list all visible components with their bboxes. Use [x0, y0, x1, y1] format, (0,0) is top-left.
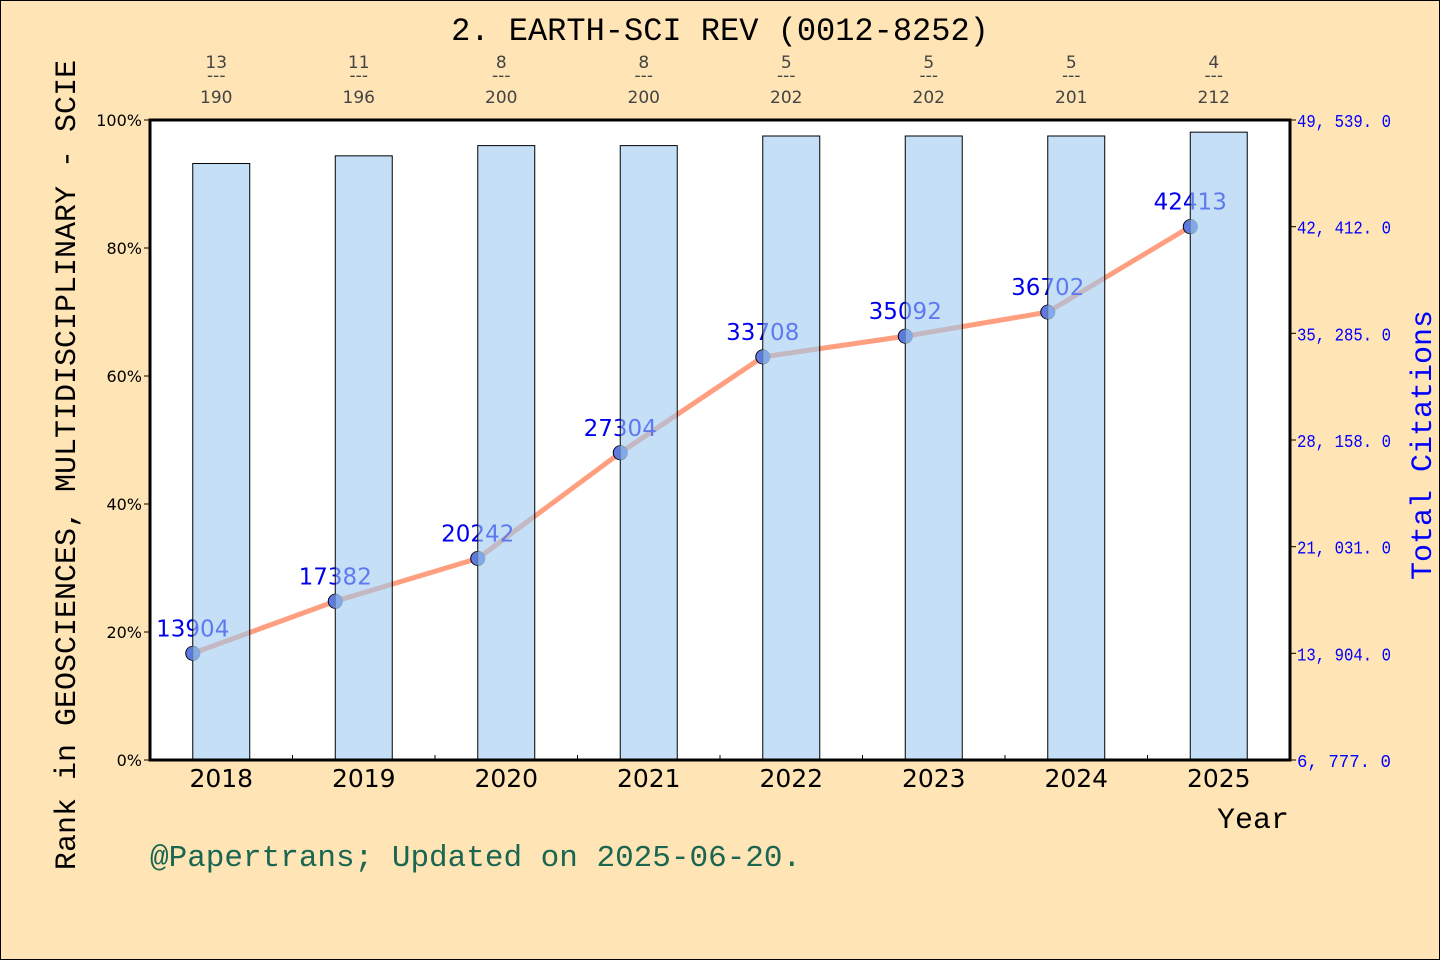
citation-point-overlay: [613, 445, 628, 460]
rank-label: 5: [781, 53, 792, 73]
rank-separator: ---: [920, 66, 938, 86]
citation-point-overlay: [328, 594, 343, 609]
rank-label: 8: [496, 53, 507, 73]
right-tick-label: 21, 031. 0: [1297, 540, 1391, 560]
chart-title: 2. EARTH-SCI REV (0012-8252): [451, 13, 989, 50]
rank-total-label: 190: [200, 88, 232, 108]
footer-note: @Papertrans; Updated on 2025-06-20.: [150, 841, 801, 876]
rank-separator: ---: [635, 66, 653, 86]
right-tick-label: 28, 158. 0: [1297, 433, 1391, 453]
rank-separator: ---: [350, 66, 368, 86]
x-tick-label: 2020: [474, 764, 538, 793]
x-tick-label: 2018: [189, 764, 253, 793]
rank-total-label: 200: [628, 88, 660, 108]
rank-separator: ---: [492, 66, 510, 86]
rank-bar-2018: [192, 163, 251, 761]
rank-label: 4: [1208, 53, 1219, 73]
rank-label: 11: [348, 53, 370, 73]
rank-separator: ---: [207, 66, 225, 86]
rank-separator: ---: [1205, 66, 1223, 86]
rank-bar-2025: [1189, 131, 1248, 761]
x-tick-label: 2022: [759, 764, 823, 793]
right-tick-label: 49, 539. 0: [1297, 113, 1391, 133]
left-y-axis-label: Rank in GEOSCIENCES, MULTIDISCIPLINARY -…: [51, 60, 85, 870]
x-tick-label: 2023: [902, 764, 966, 793]
right-tick-label: 13, 904. 0: [1297, 646, 1391, 666]
rank-label: 8: [638, 53, 649, 73]
rank-total-label: 196: [343, 88, 375, 108]
left-tick-label: 20%: [106, 623, 142, 642]
right-tick-label: 35, 285. 0: [1297, 326, 1391, 346]
left-tick-label: 60%: [106, 367, 142, 386]
citation-point-overlay: [1041, 305, 1056, 320]
plot-area: [150, 120, 1290, 760]
rank-bar-2019: [334, 155, 393, 761]
rank-total-label: 202: [913, 88, 945, 108]
left-tick-label: 100%: [96, 111, 142, 130]
rank-separator: ---: [777, 66, 795, 86]
rank-bar-2020: [477, 145, 536, 761]
right-tick-label: 42, 412. 0: [1297, 220, 1391, 240]
x-tick-label: 2025: [1187, 764, 1251, 793]
right-y-axis-label: Total Citations: [1407, 310, 1440, 580]
left-tick-label: 40%: [106, 495, 142, 514]
citation-point-overlay: [898, 329, 913, 344]
rank-label: 13: [205, 53, 227, 73]
left-tick-label: 0%: [117, 751, 142, 770]
rank-bar-2021: [619, 145, 678, 761]
rank-separator: ---: [1062, 66, 1080, 86]
x-tick-label: 2024: [1044, 764, 1108, 793]
rank-bar-2022: [762, 135, 821, 761]
citation-point-overlay: [471, 551, 486, 566]
rank-total-label: 212: [1198, 88, 1230, 108]
rank-total-label: 201: [1055, 88, 1087, 108]
right-tick-label: 6, 777. 0: [1297, 753, 1391, 773]
rank-label: 5: [1066, 53, 1077, 73]
citation-point-overlay: [186, 646, 201, 661]
rank-total-label: 202: [770, 88, 802, 108]
citation-point-overlay: [756, 349, 771, 364]
x-axis-label: Year: [1217, 804, 1289, 838]
rank-bar-2024: [1047, 135, 1106, 761]
x-tick-label: 2019: [332, 764, 396, 793]
rank-total-label: 200: [485, 88, 517, 108]
left-tick-label: 80%: [106, 239, 142, 258]
rank-bar-2023: [904, 135, 963, 761]
citation-point-overlay: [1183, 219, 1198, 234]
x-tick-label: 2021: [617, 764, 681, 793]
rank-label: 5: [923, 53, 934, 73]
